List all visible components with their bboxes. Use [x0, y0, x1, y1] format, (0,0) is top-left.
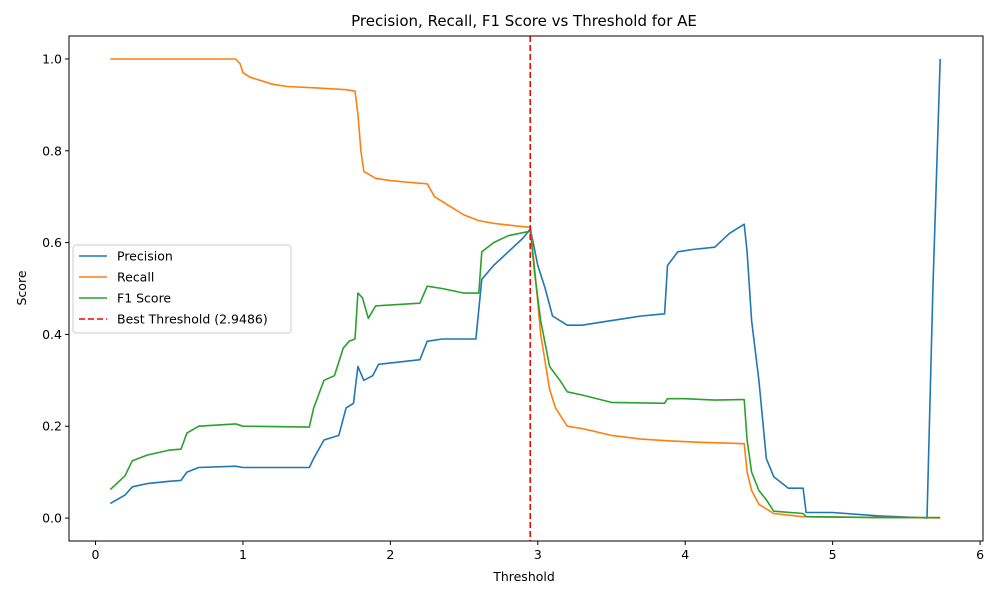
y-tick-label: 0.4 [42, 327, 62, 342]
x-tick-label: 1 [239, 547, 247, 562]
x-tick-label: 6 [976, 547, 984, 562]
legend-label-best-threshold-2-9486: Best Threshold (2.9486) [117, 312, 268, 327]
y-tick-label: 1.0 [42, 51, 62, 66]
series-line-precision [109, 58, 941, 519]
x-axis: 0 1 2 3 4 5 6 [92, 541, 984, 562]
y-tick-label: 0.6 [42, 235, 62, 250]
x-tick-label: 4 [681, 547, 689, 562]
series-line-f1-score [109, 230, 941, 519]
x-tick-label: 2 [386, 547, 394, 562]
legend-label-recall: Recall [117, 270, 154, 285]
x-tick-label: 5 [829, 547, 837, 562]
x-axis-label: Threshold [492, 569, 555, 584]
series-line-recall [110, 58, 941, 519]
chart-title: Precision, Recall, F1 Score vs Threshold… [351, 12, 697, 30]
y-tick-label: 0.0 [42, 511, 62, 526]
y-axis: 0.0 0.2 0.4 0.6 0.8 1.0 [42, 51, 69, 526]
plot-frame [68, 35, 984, 542]
legend: Precision Recall F1 Score Best Threshold (2… [72, 244, 292, 334]
x-tick-label: 0 [92, 547, 100, 562]
legend-label-f1-score: F1 Score [117, 291, 171, 306]
y-tick-label: 0.2 [42, 419, 62, 434]
x-tick-label: 3 [534, 547, 542, 562]
y-axis-label: Score [14, 270, 29, 305]
y-tick-label: 0.8 [42, 143, 62, 158]
plot-area [109, 36, 941, 541]
legend-box [72, 244, 292, 334]
legend-label-precision: Precision [117, 249, 173, 264]
